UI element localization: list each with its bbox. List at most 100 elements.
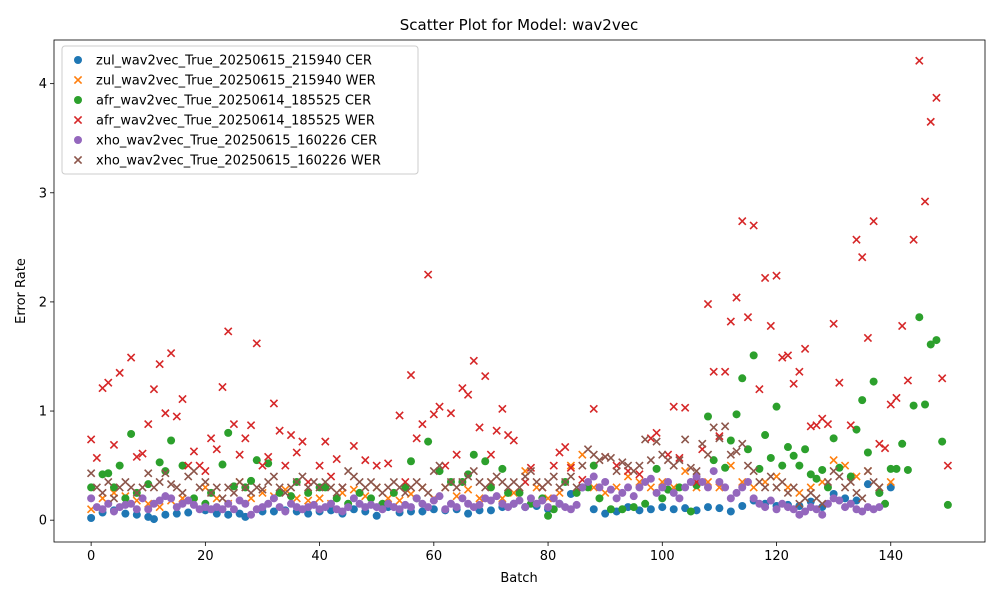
data-point-x [201,466,210,476]
data-point-x [858,253,867,262]
data-point-circle [327,499,336,508]
data-point-circle [749,351,758,360]
data-point-x [760,483,770,492]
data-point-x [252,483,261,492]
data-point-x [732,447,741,456]
data-point-circle [601,477,610,486]
data-point-x [138,483,147,492]
data-point-circle [498,464,507,473]
data-point-circle [167,494,176,503]
data-point-x [109,440,119,450]
data-point-circle [321,483,330,492]
data-point-x [772,271,781,280]
data-point-circle [766,453,775,462]
data-point-circle [686,507,695,516]
data-point-circle [823,499,832,508]
data-point-x [252,339,261,348]
legend-box [61,45,419,175]
data-point-circle [715,504,724,513]
data-point-x [698,439,707,448]
data-point-circle [875,503,884,512]
data-point-x [606,453,616,463]
data-point-circle [669,488,678,497]
data-point-circle [144,505,153,514]
data-point-circle [789,451,798,460]
data-point-x [635,461,644,470]
data-point-circle [721,463,730,472]
y-axis-label: Error Rate [14,258,29,324]
series-5 [86,422,884,508]
data-point-circle [652,464,661,473]
data-point-circle [264,459,273,468]
data-point-circle [184,508,193,517]
data-point-x [709,367,718,376]
data-point-circle [595,494,604,503]
data-point-circle [801,445,810,454]
data-point-circle [863,480,872,489]
legend-label: afr_wav2vec_True_20250614_185525 CER [96,94,371,109]
data-point-circle [618,505,627,514]
data-point-circle [184,496,193,505]
data-point-x [161,409,170,418]
data-point-x [269,399,279,408]
data-point-circle [681,483,690,492]
data-point-circle [812,474,821,483]
data-point-circle [732,488,741,497]
data-point-circle [606,505,615,514]
data-point-circle [144,480,153,489]
data-point-circle [641,499,650,508]
data-point-circle [835,496,844,505]
data-point-circle [155,496,164,505]
data-point-circle [612,494,621,503]
data-point-x [898,321,907,331]
data-point-circle [926,340,935,349]
data-point-circle [858,507,867,516]
data-point-circle [281,507,290,516]
data-point-circle [309,500,318,509]
data-point-x [258,461,267,470]
data-point-circle [115,461,124,470]
data-point-circle [703,503,712,512]
data-point-circle [869,377,878,386]
data-point-x [189,466,199,476]
data-point-circle [544,503,553,512]
data-point-x [475,423,484,432]
data-point-x [406,370,416,380]
data-point-x [578,461,587,470]
data-point-circle [846,499,855,508]
data-point-x [943,461,953,470]
data-point-circle [189,500,198,509]
data-point-circle [778,461,787,470]
data-point-circle [818,465,827,474]
data-point-x [429,410,438,419]
data-point-circle [538,496,547,505]
data-point-x [132,452,141,462]
data-point-x [332,454,341,464]
data-point-x [589,404,598,414]
data-point-circle [549,494,558,503]
data-point-x [269,472,279,481]
data-point-x [315,494,324,503]
points-layer [86,56,953,524]
data-point-x [412,434,421,443]
data-point-circle [475,500,484,509]
data-point-x [246,421,256,430]
data-point-circle [269,507,278,516]
data-point-circle [218,460,227,469]
data-point-circle [703,483,712,492]
data-point-circle [595,483,604,492]
data-point-x [481,371,490,381]
data-point-circle [149,515,158,524]
data-point-x [823,477,833,487]
data-point-x [680,466,690,476]
series-4 [87,467,884,519]
data-point-x [635,470,644,479]
data-point-x [755,385,764,394]
data-point-circle [943,500,952,509]
data-point-circle [692,472,701,481]
data-point-circle [435,492,444,501]
data-point-circle [304,509,313,518]
data-point-circle [87,513,96,522]
data-point-x [566,461,576,470]
data-point-x [909,235,918,244]
